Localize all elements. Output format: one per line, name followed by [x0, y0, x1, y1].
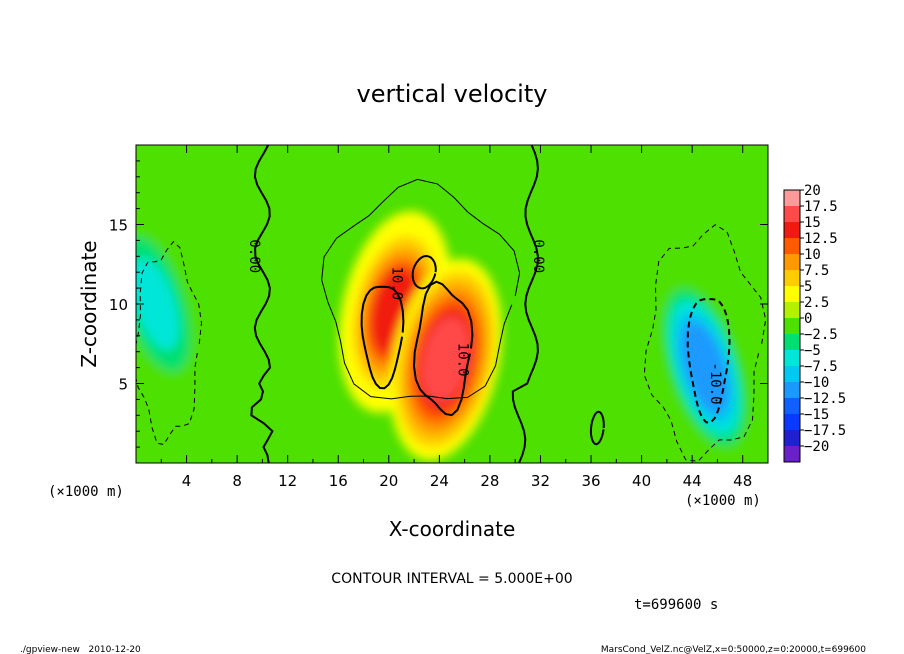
- colorbar-label: 2.5: [804, 295, 829, 311]
- y-tick-label: 5: [118, 376, 128, 394]
- colorbar-frame: [783, 189, 801, 463]
- x-tick-label: 20: [379, 472, 398, 490]
- time-label: t=699600 s: [634, 597, 718, 613]
- contour-lines: [136, 145, 767, 463]
- colorbar-swatch: [784, 350, 800, 367]
- plot-area: [136, 145, 768, 463]
- x-tick-label: 4: [182, 472, 192, 490]
- x-tick-label: 28: [480, 472, 499, 490]
- colorbar-label: −10: [804, 375, 829, 391]
- colorbar-swatch: [784, 398, 800, 415]
- colorbar-swatch: [784, 430, 800, 447]
- colorbar-label: −5: [804, 343, 821, 359]
- colorbar-label: 15: [804, 215, 821, 231]
- x-unit-label-right: (×1000 m): [685, 493, 761, 509]
- colorbar-label: −2.5: [804, 327, 838, 343]
- x-tick-label: 40: [632, 472, 651, 490]
- x-tick-label: 36: [581, 472, 600, 490]
- velocity-field: [136, 211, 752, 461]
- x-axis: 4 8 12 16 20 24 28 32 36 40 44 48: [160, 145, 752, 490]
- contour-neg5-right: [643, 224, 767, 462]
- contour-label: 10.0: [454, 343, 470, 377]
- footer-right: MarsCond_VelZ.nc@VelZ,x=0:50000,z=0:2000…: [601, 645, 866, 654]
- x-axis-label: X-coordinate: [389, 517, 516, 541]
- contour-small: [589, 410, 605, 446]
- x-tick-label: 32: [531, 472, 550, 490]
- colorbar-swatch: [784, 270, 800, 287]
- colorbar-label: 0: [804, 311, 812, 327]
- contour-label: 10.0: [389, 266, 405, 300]
- colorbar-swatch: [784, 206, 800, 223]
- footer-left: ./gpview-new 2010-12-20: [20, 645, 141, 654]
- colorbar-swatch: [784, 286, 800, 303]
- colorbar-label: 7.5: [804, 263, 829, 279]
- colorbar-label: −17.5: [804, 423, 846, 439]
- contour-neg5-left: [136, 240, 203, 446]
- colorbar-swatch: [784, 382, 800, 399]
- x-tick-label: 48: [733, 472, 752, 490]
- contour-label: 0.00: [246, 239, 262, 273]
- contour-label: -10.0: [707, 362, 723, 404]
- colorbar-label: −12.5: [804, 391, 846, 407]
- colorbar-swatch: [784, 190, 800, 207]
- colorbar-label: −7.5: [804, 359, 838, 375]
- x-unit-label-left: (×1000 m): [48, 484, 124, 500]
- contour-10-top: [411, 254, 437, 290]
- colorbar-swatch: [784, 318, 800, 335]
- field-layer-1-5: [421, 316, 470, 403]
- y-tick-label: 15: [109, 217, 128, 235]
- y-axis-label: Z-coordinate: [77, 240, 101, 367]
- colorbar-label: −20: [804, 439, 829, 455]
- colorbar-label: 20: [804, 183, 821, 199]
- contour-label: 0.00: [530, 239, 546, 273]
- field-layer-3-5: [136, 265, 176, 343]
- contour-interval: CONTOUR INTERVAL = 5.000E+00: [331, 571, 572, 587]
- x-tick-label: 12: [278, 472, 297, 490]
- x-tick-label: 24: [430, 472, 449, 490]
- field-layer-2-5: [684, 329, 725, 407]
- colorbar-swatch: [784, 254, 800, 271]
- contour-10-left: [360, 285, 405, 390]
- y-tick-label: 10: [109, 296, 128, 314]
- contour-5-updraft: [321, 178, 521, 400]
- colorbar-swatch: [784, 414, 800, 431]
- colorbar-label: −15: [804, 407, 829, 423]
- colorbar-swatch: [784, 446, 800, 463]
- x-tick-label: 16: [329, 472, 348, 490]
- zero-contour-right: [511, 145, 539, 463]
- colorbar-swatch: [784, 366, 800, 383]
- colorbar-label: 17.5: [804, 199, 838, 215]
- colorbar-swatch: [784, 302, 800, 319]
- x-tick-label: 8: [232, 472, 242, 490]
- y-axis: 5 10 15: [109, 160, 768, 448]
- colorbar: 2017.51512.5107.552.50−2.5−5−7.5−10−12.5…: [783, 183, 846, 463]
- zero-contour-left: [250, 145, 274, 463]
- colorbar-label: 12.5: [804, 231, 838, 247]
- chart-title: vertical velocity: [357, 80, 548, 108]
- x-tick-label: 44: [683, 472, 702, 490]
- colorbar-swatch: [784, 334, 800, 351]
- colorbar-label: 5: [804, 279, 812, 295]
- colorbar-swatch: [784, 222, 800, 239]
- colorbar-label: 10: [804, 247, 821, 263]
- colorbar-swatch: [784, 238, 800, 255]
- contour-10-right: [412, 280, 474, 417]
- contour-neg10: [686, 298, 731, 424]
- contour-labels: 0.00 0.00 10.0 10.0 -10.0: [246, 239, 723, 404]
